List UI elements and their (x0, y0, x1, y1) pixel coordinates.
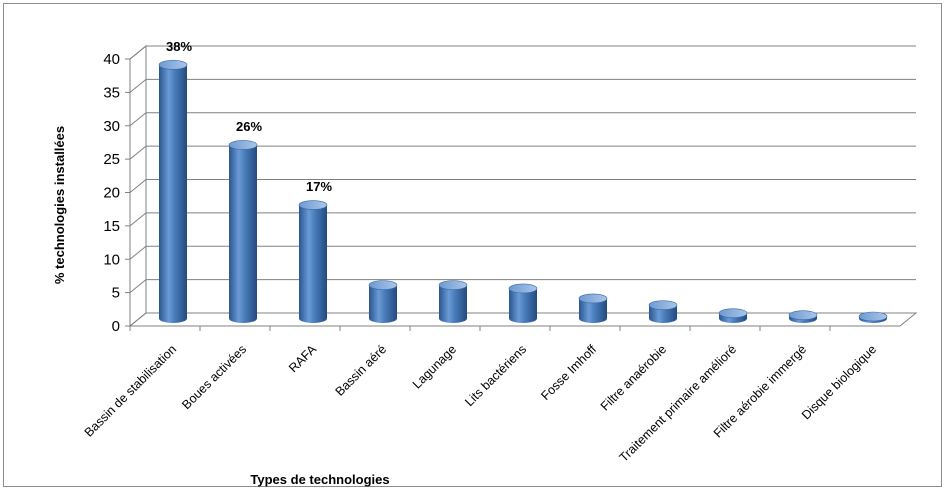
x-axis-title: Types de technologies (250, 472, 389, 487)
bars: 38% 26% 17% (158, 39, 888, 323)
bar-cap (578, 293, 608, 304)
bar (438, 280, 468, 323)
y-tick-label: 0 (112, 318, 120, 335)
bar-body (649, 305, 677, 323)
side-gridline (129, 212, 147, 227)
side-gridline (129, 145, 147, 160)
bar-cap (858, 311, 888, 322)
bar (648, 300, 678, 323)
bar-cap (228, 140, 258, 150)
bar (158, 60, 188, 323)
bar-cap (718, 308, 748, 318)
side-gridline (129, 45, 147, 60)
side-gridline (129, 279, 147, 294)
x-tick-label: Bassin aéré (333, 342, 390, 399)
bar (368, 280, 398, 323)
y-tick-label: 35 (103, 84, 120, 101)
side-gridline (129, 245, 147, 260)
bar (858, 311, 888, 323)
bar (718, 308, 748, 323)
bar-body (369, 285, 397, 323)
x-tick-label: Fosse Imhoff (538, 342, 599, 403)
x-tick-label: Filtre anaérobie (598, 342, 669, 413)
y-tick-label: 30 (103, 118, 120, 135)
side-gridline (129, 78, 147, 93)
side-gridline (129, 112, 147, 127)
bar-cap (648, 300, 678, 310)
bar (508, 283, 538, 323)
bar (578, 293, 608, 323)
bar-body (229, 144, 257, 323)
bar-body (579, 298, 607, 323)
side-gridline (129, 179, 147, 193)
x-tick-label: RAFA (286, 342, 319, 375)
bar-body (439, 285, 467, 323)
x-axis-labels: Bassin de stabilisation Boues activées RAF… (82, 326, 879, 465)
y-tick-label: 25 (103, 151, 120, 168)
bar-cap (508, 283, 538, 294)
bar-cap (368, 280, 398, 290)
x-tick-label: Bassin de stabilisation (82, 342, 179, 439)
y-tick-label: 15 (103, 218, 120, 235)
bar-body (299, 205, 327, 323)
x-tick-label: Lits bactériens (462, 342, 529, 409)
bar-cap (298, 200, 328, 210)
bar-cap (158, 60, 188, 70)
x-tick-label: Disque biologique (799, 342, 879, 422)
bar (298, 200, 328, 323)
x-tick-label: Boues activées (179, 342, 249, 412)
bar-cap (788, 310, 818, 320)
y-tick-label: 10 (103, 251, 120, 268)
bar (228, 140, 258, 323)
y-axis-title: % technologies installées (52, 126, 67, 284)
y-tick-label: 5 (112, 285, 120, 302)
y-tick-label: 40 (103, 51, 120, 68)
data-label: 38% (166, 39, 192, 54)
bar-body (509, 288, 537, 323)
y-tick-label: 20 (103, 185, 120, 202)
gridlines (129, 45, 916, 294)
data-label: 26% (236, 119, 262, 134)
data-label: 17% (306, 179, 332, 194)
bar-body (159, 64, 187, 323)
x-tick-label: Lagunage (410, 342, 459, 391)
bar-cap (438, 280, 468, 290)
y-axis-ticks: 0 5 10 15 20 25 30 35 40 (103, 51, 130, 335)
x-tick-label: Traitement primaire amélioré (617, 342, 740, 465)
bar (788, 310, 818, 323)
